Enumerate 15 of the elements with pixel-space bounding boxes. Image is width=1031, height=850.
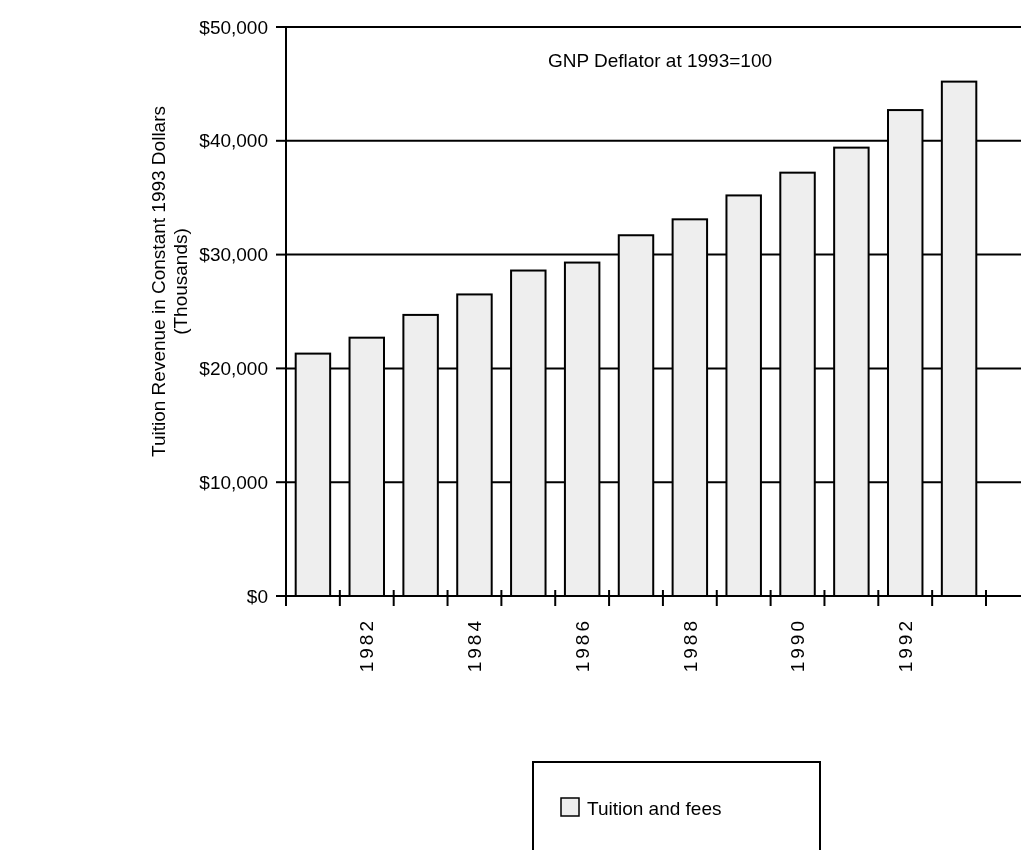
y-tick-label: $50,000 <box>199 16 268 38</box>
y-axis-title: Tuition Revenue in Constant 1993 Dollars (Thousands) <box>147 106 191 457</box>
y-tick-label: $20,000 <box>199 358 268 380</box>
x-tick-label: 1982 <box>356 618 378 673</box>
annotation: GNP Deflator at 1993=100 <box>547 49 773 71</box>
y-tick-label: $0 <box>246 585 268 607</box>
x-tick-label: 1984 <box>464 618 486 673</box>
legend-label: Tuition and fees <box>587 797 722 819</box>
x-tick-label: 1986 <box>571 618 593 673</box>
y-tick-label: $40,000 <box>199 130 268 152</box>
x-tick-label: 1990 <box>787 618 809 673</box>
x-tick-label: 1992 <box>894 618 916 673</box>
y-tick-label: $30,000 <box>199 244 268 266</box>
y-tick-label: $10,000 <box>199 471 268 493</box>
x-tick-label: 1988 <box>679 618 701 673</box>
